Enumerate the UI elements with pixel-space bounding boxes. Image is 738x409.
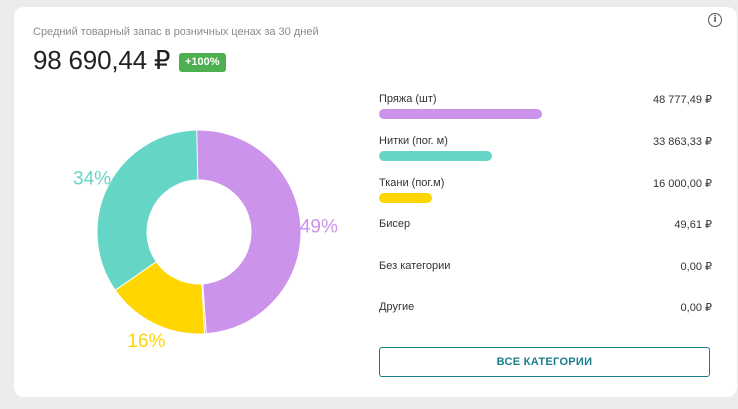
slice-percent-label: 34% (73, 169, 111, 190)
category-row-beads: Бисер 49,61 ₽ (379, 218, 712, 248)
category-name: Другие (379, 301, 415, 313)
category-name: Бисер (379, 218, 411, 230)
info-icon[interactable]: i (708, 13, 722, 27)
category-value: 16 000,00 ₽ (653, 178, 712, 190)
category-value: 0,00 ₽ (680, 302, 712, 314)
donut-slice[interactable] (194, 129, 302, 335)
category-name: Ткани (пог.м) (379, 177, 445, 189)
category-row-other: Другие 0,00 ₽ (379, 301, 712, 331)
category-name: Пряжа (шт) (379, 93, 437, 105)
category-row-yarn: Пряжа (шт) 48 777,49 ₽ (379, 93, 712, 123)
category-value: 49,61 ₽ (674, 219, 712, 231)
card-subtitle: Средний товарный запас в розничных ценах… (33, 26, 319, 38)
category-bar (379, 109, 543, 119)
slice-percent-label: 49% (300, 217, 338, 238)
total-amount: 98 690,44 ₽ (33, 45, 171, 75)
category-value: 0,00 ₽ (680, 261, 712, 273)
slice-percent-label: 16% (127, 331, 165, 352)
category-row-fabric: Ткани (пог.м) 16 000,00 ₽ (379, 177, 712, 207)
category-row-uncategorized: Без категории 0,00 ₽ (379, 260, 712, 290)
category-value: 48 777,49 ₽ (653, 94, 712, 106)
donut-slice[interactable] (96, 129, 199, 291)
change-badge: +100% (179, 53, 226, 72)
category-value: 33 863,33 ₽ (653, 136, 712, 148)
category-name: Без категории (379, 260, 451, 272)
all-categories-button[interactable]: ВСЕ КАТЕГОРИИ (379, 347, 710, 377)
category-name: Нитки (пог. м) (379, 135, 448, 147)
category-row-threads: Нитки (пог. м) 33 863,33 ₽ (379, 135, 712, 165)
category-bar (379, 193, 433, 203)
category-bar (379, 151, 493, 161)
